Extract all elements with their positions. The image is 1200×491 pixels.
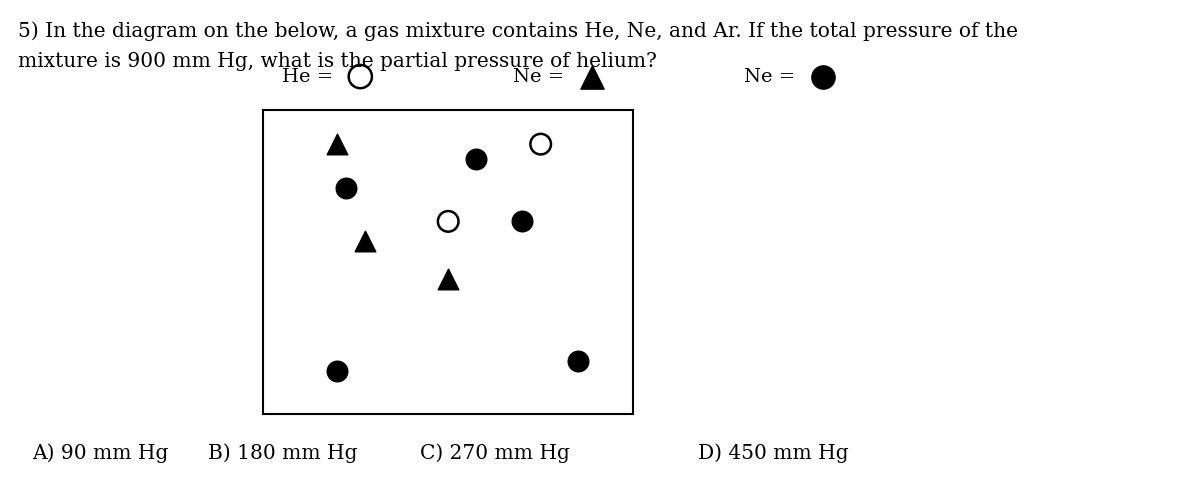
- Point: [438, 218, 457, 225]
- Point: [512, 218, 532, 225]
- Text: 5) In the diagram on the below, a gas mixture contains He, Ne, and Ar. If the to: 5) In the diagram on the below, a gas mi…: [18, 21, 1018, 41]
- Text: mixture is 900 mm Hg, what is the partial pressure of helium?: mixture is 900 mm Hg, what is the partia…: [18, 53, 656, 71]
- Point: [438, 275, 457, 283]
- Point: [355, 237, 374, 245]
- Bar: [263, 110, 634, 414]
- Point: [467, 155, 486, 163]
- Point: [350, 73, 370, 81]
- Point: [337, 184, 356, 191]
- Text: He =: He =: [282, 68, 340, 85]
- Text: D) 450 mm Hg: D) 450 mm Hg: [698, 443, 848, 463]
- Text: C) 270 mm Hg: C) 270 mm Hg: [420, 443, 570, 463]
- Point: [328, 140, 347, 148]
- Point: [582, 73, 601, 81]
- Text: Ne =: Ne =: [512, 68, 570, 85]
- Point: [568, 357, 587, 365]
- Point: [532, 140, 551, 148]
- Point: [328, 367, 347, 375]
- Text: A) 90 mm Hg: A) 90 mm Hg: [32, 443, 168, 463]
- Text: Ne =: Ne =: [744, 68, 802, 85]
- Text: B) 180 mm Hg: B) 180 mm Hg: [208, 443, 358, 463]
- Point: [814, 73, 833, 81]
